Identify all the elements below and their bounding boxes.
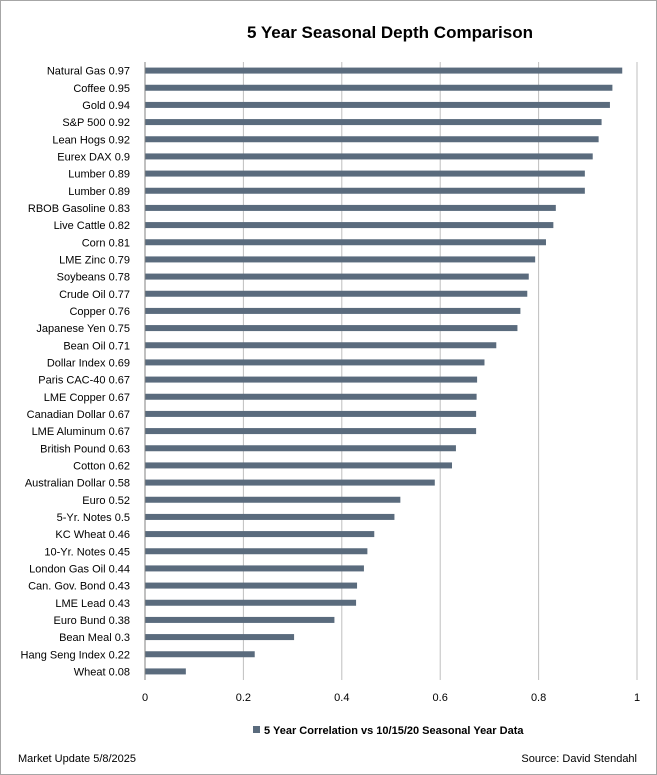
bar [145,153,593,160]
bar [145,599,357,606]
bar [145,325,518,332]
category-label: 10-Yr. Notes 0.45 [44,546,130,558]
category-label: London Gas Oil 0.44 [29,563,130,575]
bar [145,496,401,503]
bar [145,84,613,91]
category-label: Cotton 0.62 [73,460,130,472]
bar [145,307,521,314]
category-label: LME Lead 0.43 [55,598,130,610]
category-label: Paris CAC-40 0.67 [38,375,130,387]
bar [145,531,375,538]
category-label: Natural Gas 0.97 [47,66,130,78]
chart-title: 5 Year Seasonal Depth Comparison [247,23,533,42]
category-label: LME Copper 0.67 [44,392,130,404]
category-label: Soybeans 0.78 [57,272,130,284]
bar [145,273,529,280]
category-label: Gold 0.94 [82,100,130,112]
bar [145,239,546,246]
category-label: LME Aluminum 0.67 [32,426,130,438]
bar [145,582,358,589]
category-label: Dollar Index 0.69 [47,357,130,369]
legend-swatch [253,726,260,733]
x-tick-label: 0.8 [531,692,546,704]
bar [145,513,395,520]
category-label: Eurex DAX 0.9 [57,151,130,163]
category-label: Euro 0.52 [82,495,130,507]
bar [145,204,556,211]
x-tick-label: 0 [142,692,148,704]
footer-source: Source: David Stendahl [521,753,637,765]
bar [145,634,295,641]
bar [145,479,435,486]
bar [145,616,335,623]
bar [145,187,585,194]
category-label: Wheat 0.08 [74,666,130,678]
bar [145,410,477,417]
category-label: Copper 0.76 [69,306,130,318]
bar [145,651,255,658]
category-label: Lumber 0.89 [68,186,130,198]
bar [145,101,610,108]
bar [145,668,186,675]
category-label: Can. Gov. Bond 0.43 [28,581,130,593]
bar [145,376,478,383]
bar [145,119,602,126]
x-tick-label: 0.6 [433,692,448,704]
category-label: Corn 0.81 [82,237,130,249]
category-labels: Natural Gas 0.97 Coffee 0.95 Gold 0.94 S&P … [21,66,130,679]
bar [145,342,497,349]
category-label: S&P 500 0.92 [62,117,130,129]
category-label: Bean Meal 0.3 [59,632,130,644]
bar [145,445,456,452]
bar [145,290,528,297]
category-label: 5-Yr. Notes 0.5 [57,512,130,524]
bar [145,256,536,263]
category-label: Euro Bund 0.38 [54,615,130,627]
category-label: Canadian Dollar 0.67 [27,409,130,421]
bar [145,565,364,572]
x-tick-label: 0.2 [236,692,251,704]
bar [145,136,599,143]
legend: 5 Year Correlation vs 10/15/20 Seasonal … [253,725,524,737]
category-label: Australian Dollar 0.58 [25,478,130,490]
bar [145,393,477,400]
bars [145,67,623,675]
bar [145,462,453,469]
x-tick-label: 1 [634,692,640,704]
category-label: Coffee 0.95 [73,83,130,95]
x-axis-ticks: 0 0.2 0.4 0.6 0.8 1 [142,692,640,704]
gridlines [242,62,638,680]
category-label: Crude Oil 0.77 [59,289,130,301]
bar [145,359,485,366]
category-label: Japanese Yen 0.75 [36,323,130,335]
legend-label: 5 Year Correlation vs 10/15/20 Seasonal … [264,725,524,737]
x-tick-label: 0.4 [334,692,349,704]
category-label: Lean Hogs 0.92 [52,134,130,146]
category-label: LME Zinc 0.79 [59,254,130,266]
footer-market-update: Market Update 5/8/2025 [18,753,136,765]
category-label: Bean Oil 0.71 [63,340,130,352]
bar [145,67,623,74]
bar [145,428,477,435]
bar [145,222,554,229]
bar [145,170,585,177]
category-label: British Pound 0.63 [40,443,130,455]
category-label: Hang Seng Index 0.22 [21,649,130,661]
category-label: RBOB Gasoline 0.83 [28,203,130,215]
bar [145,548,368,555]
category-label: Lumber 0.89 [68,169,130,181]
category-label: Live Cattle 0.82 [54,220,130,232]
category-label: KC Wheat 0.46 [55,529,130,541]
